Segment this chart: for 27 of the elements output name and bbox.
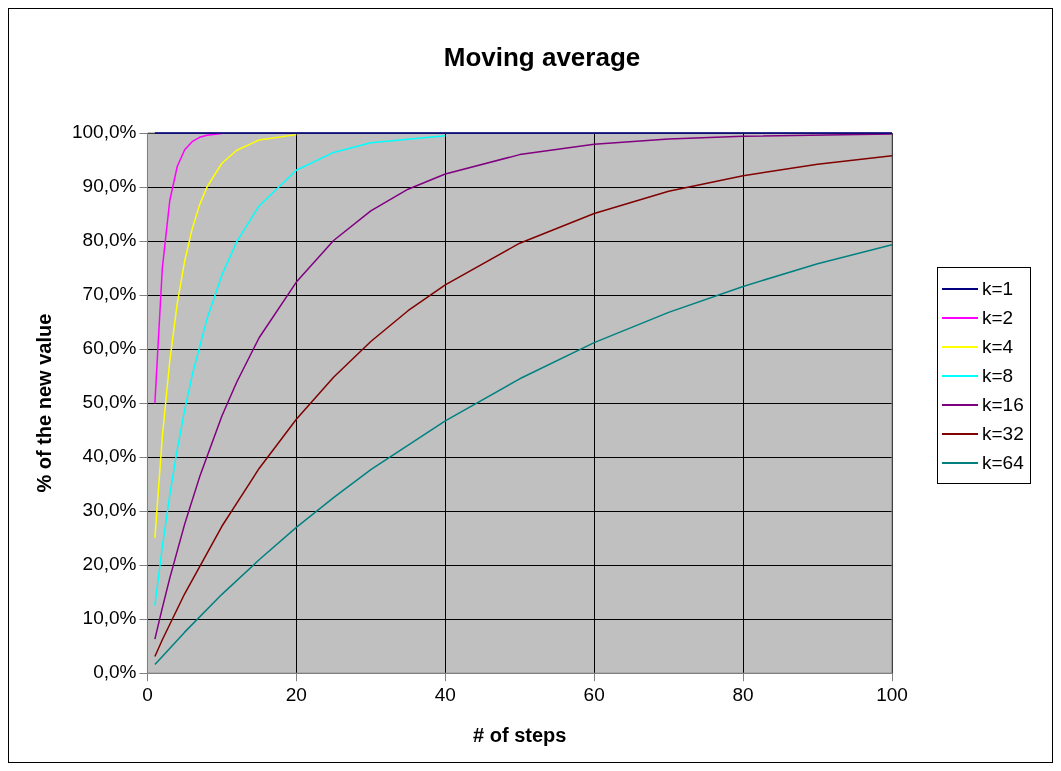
y-axis-title: % of the new value [32, 313, 55, 493]
x-tick-label: 100 [876, 683, 908, 705]
y-tick-label: 90,0% [82, 175, 137, 197]
y-tick-label: 100,0% [71, 121, 137, 143]
y-tick-label: 30,0% [82, 499, 137, 521]
y-tick-label: 10,0% [82, 607, 137, 629]
x-tick-label: 0 [142, 683, 153, 705]
y-tick-label: 40,0% [82, 445, 137, 467]
y-tick-label: 80,0% [82, 229, 137, 251]
y-tick-label: 70,0% [82, 283, 137, 305]
y-tick-label: 50,0% [82, 391, 137, 413]
legend-label: k=2 [982, 306, 1014, 329]
chart-title: Moving average [442, 42, 642, 73]
legend-label: k=32 [982, 422, 1024, 445]
x-tick-label: 20 [285, 683, 307, 705]
legend-label: k=1 [982, 277, 1014, 300]
legend-label: k=8 [982, 364, 1014, 387]
x-tick-label: 80 [732, 683, 754, 705]
x-tick-label: 40 [434, 683, 456, 705]
y-tick-label: 0,0% [93, 661, 137, 683]
y-tick-label: 20,0% [82, 553, 137, 575]
legend-label: k=4 [982, 335, 1014, 358]
x-tick-label: 60 [583, 683, 605, 705]
legend-label: k=16 [982, 393, 1024, 416]
legend-label: k=64 [982, 451, 1024, 474]
x-axis-title: # of steps [473, 723, 567, 746]
y-tick-label: 60,0% [82, 337, 137, 359]
